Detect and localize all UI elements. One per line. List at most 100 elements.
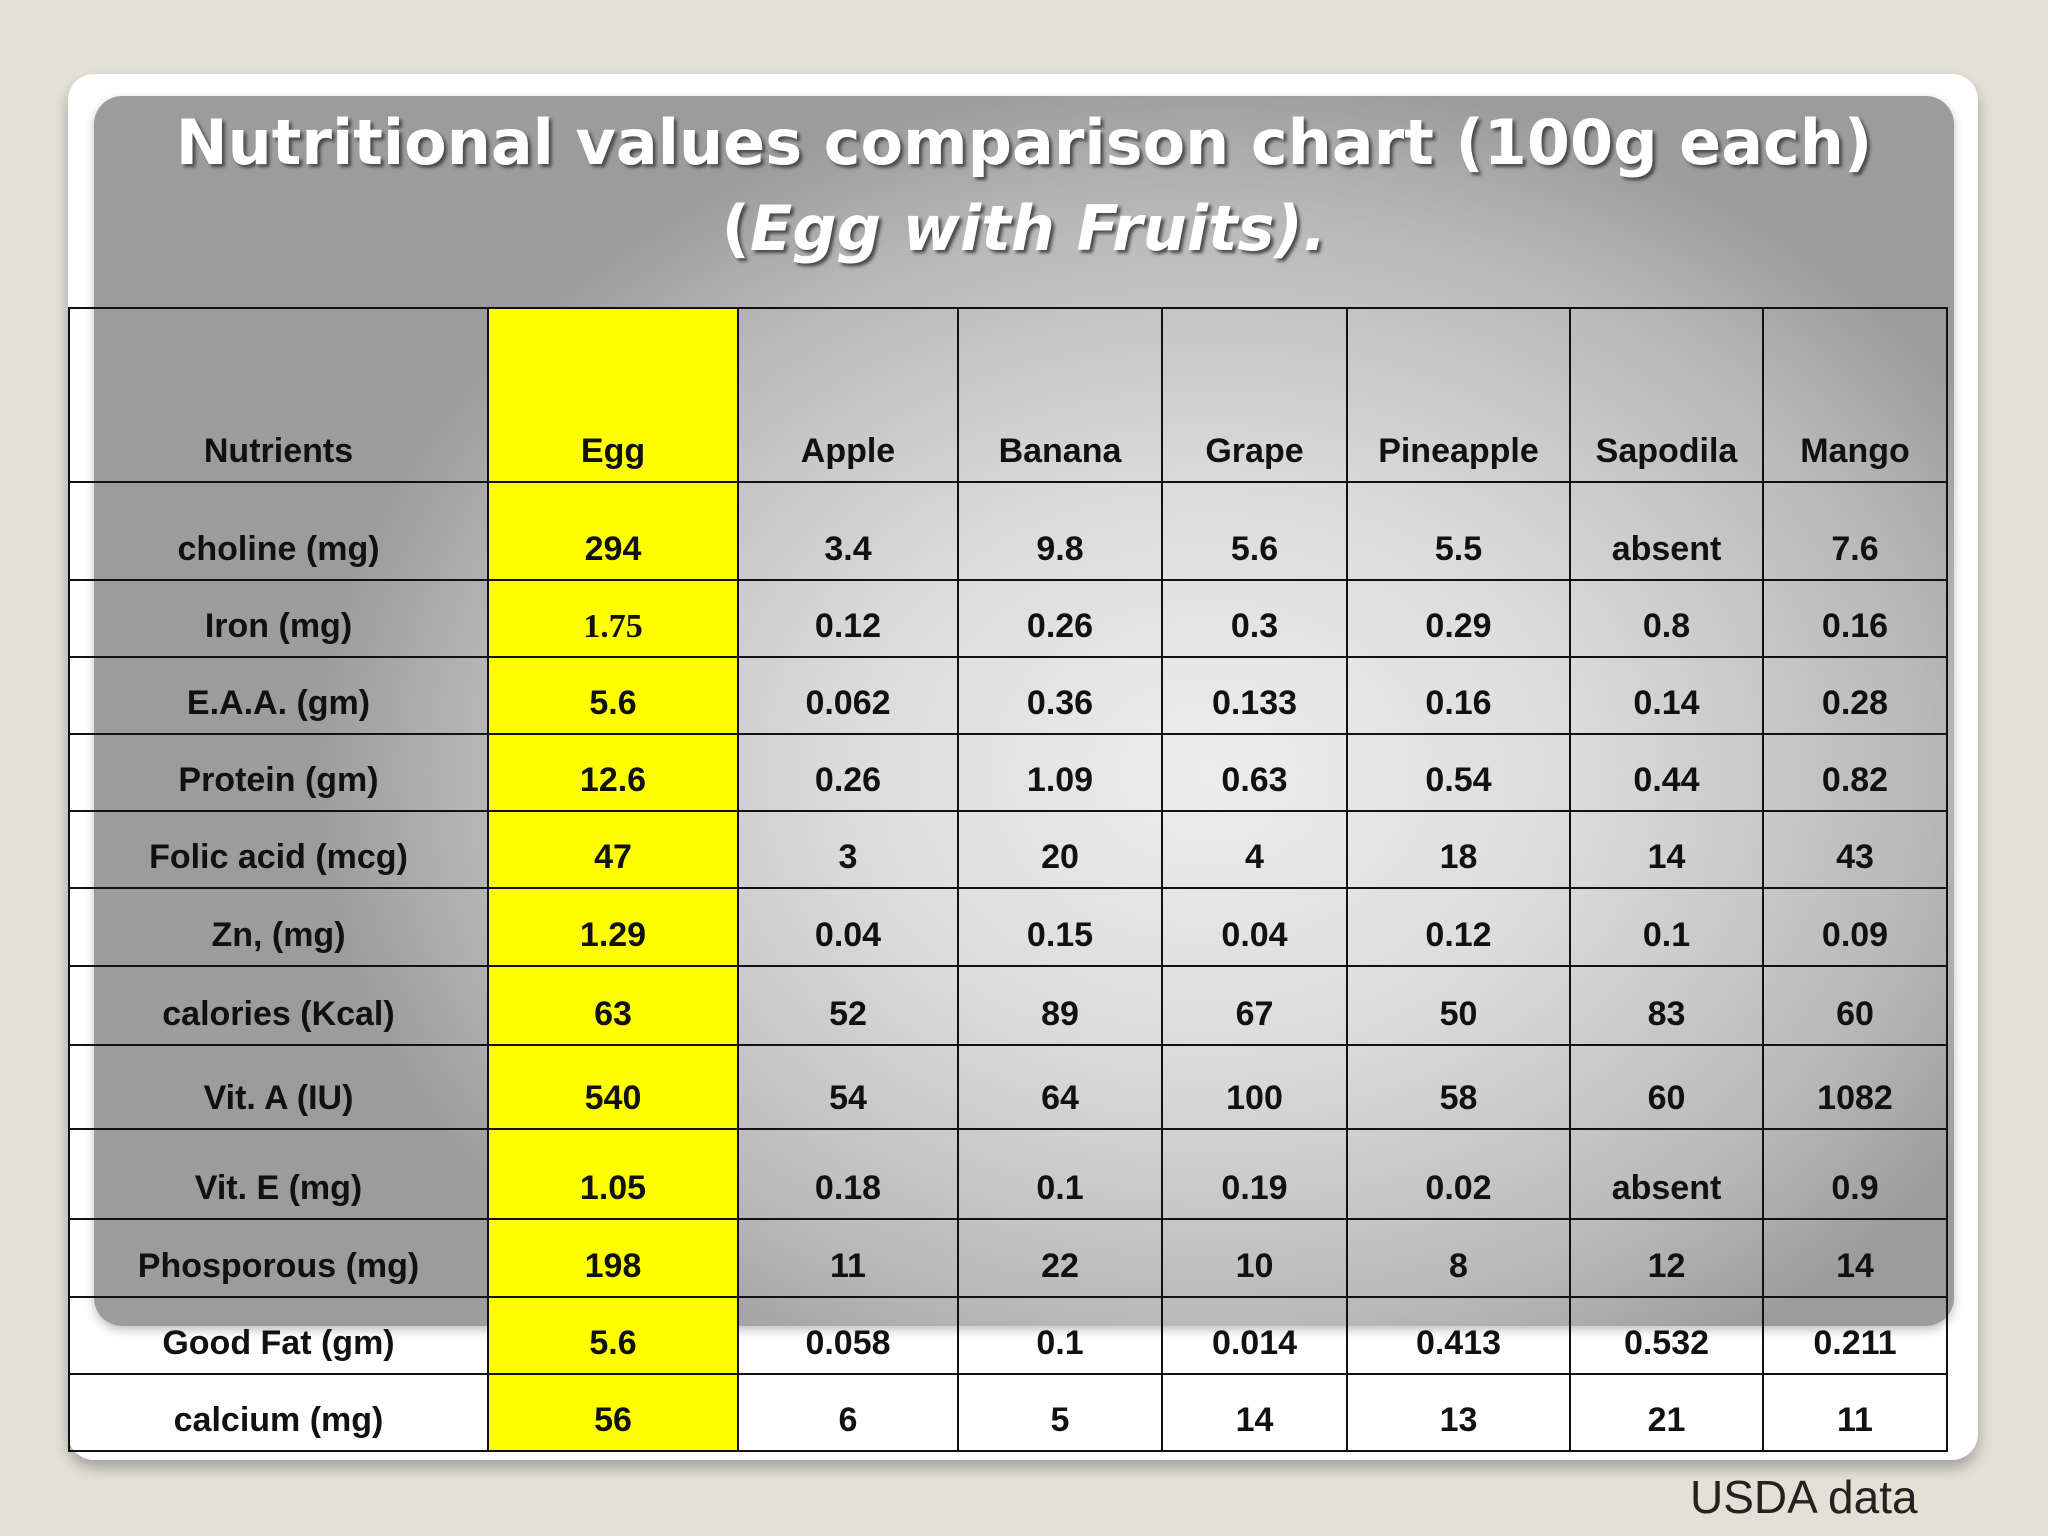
column-header: Pineapple <box>1346 307 1571 483</box>
table-cell: 0.211 <box>1762 1296 1948 1375</box>
table-row: Folic acid (mcg) 47 3 20 4 18 14 43 <box>68 810 1948 889</box>
table-cell: 0.29 <box>1346 579 1571 658</box>
nutrient-label: Protein (gm) <box>68 733 489 812</box>
table-cell: 64 <box>957 1044 1163 1130</box>
nutrient-label: Vit. E (mg) <box>68 1128 489 1220</box>
table-cell: 0.062 <box>737 656 959 735</box>
table-cell: 0.04 <box>737 887 959 967</box>
table-row: Iron (mg) 1.75 0.12 0.26 0.3 0.29 0.8 0.16 <box>68 579 1948 658</box>
table-cell: 54 <box>737 1044 959 1130</box>
column-header: Banana <box>957 307 1163 483</box>
table-cell: 0.15 <box>957 887 1163 967</box>
column-header: Sapodila <box>1569 307 1764 483</box>
table-cell: 0.36 <box>957 656 1163 735</box>
egg-value-cell: 1.29 <box>487 887 739 967</box>
table-cell: 0.04 <box>1161 887 1348 967</box>
table-cell: 58 <box>1346 1044 1571 1130</box>
title-line-2-italic: Egg with Fruits). <box>749 192 1327 265</box>
column-header: Nutrients <box>68 307 489 483</box>
table-cell: 43 <box>1762 810 1948 889</box>
table-cell: 12 <box>1569 1218 1764 1298</box>
table-cell: 10 <box>1161 1218 1348 1298</box>
source-note: USDA data <box>1690 1471 1918 1523</box>
table-cell: 0.1 <box>957 1128 1163 1220</box>
table-cell: 5.5 <box>1346 481 1571 581</box>
table-cell: 18 <box>1346 810 1571 889</box>
egg-value-cell: 1.75 <box>487 579 739 658</box>
table-row: Phosporous (mg) 198 11 22 10 8 12 14 <box>68 1218 1948 1298</box>
table-cell: 1082 <box>1762 1044 1948 1130</box>
egg-value-cell: 5.6 <box>487 656 739 735</box>
table-cell: 21 <box>1569 1373 1764 1452</box>
table-cell: 20 <box>957 810 1163 889</box>
table-cell: 89 <box>957 965 1163 1046</box>
table-row: choline (mg) 294 3.4 9.8 5.6 5.5 absent 7.6 <box>68 481 1948 581</box>
table-row: Protein (gm) 12.6 0.26 1.09 0.63 0.54 0.44 0.82 <box>68 733 1948 812</box>
egg-value-cell: 63 <box>487 965 739 1046</box>
table-cell: 8 <box>1346 1218 1571 1298</box>
nutrient-label: Vit. A (IU) <box>68 1044 489 1130</box>
table-cell: 0.54 <box>1346 733 1571 812</box>
table-row: calcium (mg) 56 6 5 14 13 21 11 <box>68 1373 1948 1452</box>
table-cell: 11 <box>1762 1373 1948 1452</box>
table-cell: 100 <box>1161 1044 1348 1130</box>
table-cell: 3 <box>737 810 959 889</box>
table-cell: 4 <box>1161 810 1348 889</box>
table-header-row: Nutrients Egg Apple Banana Grape Pineapp… <box>68 307 1948 483</box>
table-cell: 67 <box>1161 965 1348 1046</box>
table-cell: 7.6 <box>1762 481 1948 581</box>
table-cell: 0.3 <box>1161 579 1348 658</box>
table-cell: 0.63 <box>1161 733 1348 812</box>
table-cell: 0.413 <box>1346 1296 1571 1375</box>
egg-value-cell: 540 <box>487 1044 739 1130</box>
egg-value-cell: 56 <box>487 1373 739 1452</box>
table-cell: 14 <box>1161 1373 1348 1452</box>
table-cell: 5.6 <box>1161 481 1348 581</box>
table-row: Good Fat (gm) 5.6 0.058 0.1 0.014 0.413 0.532 0… <box>68 1296 1948 1375</box>
table-cell: absent <box>1569 481 1764 581</box>
title-line-1: Nutritional values comparison chart (100… <box>175 106 1873 179</box>
nutrient-label: Folic acid (mcg) <box>68 810 489 889</box>
table-cell: 0.12 <box>1346 887 1571 967</box>
table-cell: 5 <box>957 1373 1163 1452</box>
table-row: calories (Kcal) 63 52 89 67 50 83 60 <box>68 965 1948 1046</box>
table-cell: 0.8 <box>1569 579 1764 658</box>
table-cell: 0.1 <box>1569 887 1764 967</box>
table-cell: 6 <box>737 1373 959 1452</box>
nutrient-label: E.A.A. (gm) <box>68 656 489 735</box>
column-header: Mango <box>1762 307 1948 483</box>
table-cell: 0.26 <box>737 733 959 812</box>
table-cell: 0.12 <box>737 579 959 658</box>
table-cell: 0.19 <box>1161 1128 1348 1220</box>
table-cell: 0.16 <box>1762 579 1948 658</box>
egg-value-cell: 198 <box>487 1218 739 1298</box>
table-cell: 0.09 <box>1762 887 1948 967</box>
table-cell: 60 <box>1569 1044 1764 1130</box>
slide-title: Nutritional values comparison chart (100… <box>94 100 1954 272</box>
table-cell: 1.09 <box>957 733 1163 812</box>
table-cell: 13 <box>1346 1373 1571 1452</box>
table-cell: 14 <box>1762 1218 1948 1298</box>
egg-value-cell: 12.6 <box>487 733 739 812</box>
table-body: choline (mg) 294 3.4 9.8 5.6 5.5 absent 7.6 Iron… <box>68 481 1948 1452</box>
nutrient-label: calories (Kcal) <box>68 965 489 1046</box>
table-cell: absent <box>1569 1128 1764 1220</box>
table-cell: 0.44 <box>1569 733 1764 812</box>
table-cell: 9.8 <box>957 481 1163 581</box>
table-cell: 0.26 <box>957 579 1163 658</box>
table-cell: 60 <box>1762 965 1948 1046</box>
table-cell: 0.82 <box>1762 733 1948 812</box>
table-cell: 11 <box>737 1218 959 1298</box>
column-header: Apple <box>737 307 959 483</box>
table-cell: 0.1 <box>957 1296 1163 1375</box>
nutrition-table: Nutrients Egg Apple Banana Grape Pineapp… <box>68 307 1948 1452</box>
table-cell: 0.16 <box>1346 656 1571 735</box>
table-cell: 14 <box>1569 810 1764 889</box>
table-cell: 0.02 <box>1346 1128 1571 1220</box>
table-cell: 83 <box>1569 965 1764 1046</box>
table-row: Vit. A (IU) 540 54 64 100 58 60 1082 <box>68 1044 1948 1130</box>
title-line-2-open: ( <box>721 192 750 265</box>
table-row: Zn, (mg) 1.29 0.04 0.15 0.04 0.12 0.1 0.09 <box>68 887 1948 967</box>
table-cell: 0.28 <box>1762 656 1948 735</box>
egg-value-cell: 5.6 <box>487 1296 739 1375</box>
